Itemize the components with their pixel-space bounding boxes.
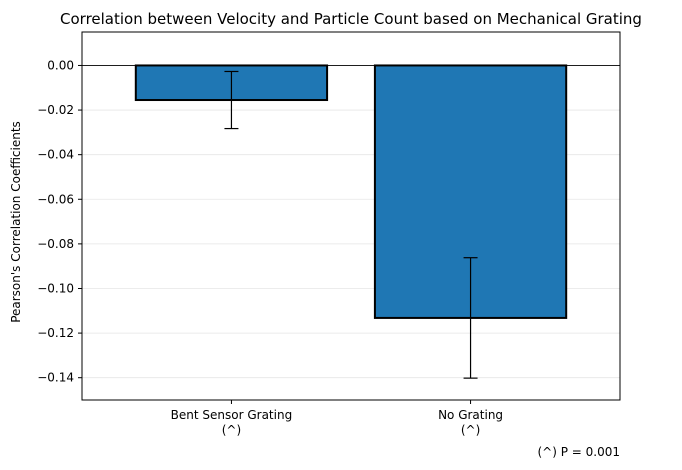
x-tick-label: No Grating (^) [438,408,503,437]
y-tick-label: −0.10 [37,281,74,295]
x-axis-ticks: Bent Sensor Grating (^) No Grating (^) [171,400,503,437]
y-tick-label: 0.00 [47,58,74,72]
plot-frame [81,31,621,401]
y-axis-label: Pearson's Correlation Coefficients [9,121,23,323]
chart-title: Correlation between Velocity and Particl… [60,10,642,28]
y-axis-ticks: 0.00 −0.02 −0.04 −0.06 −0.08 −0.10 −0.12 −0.14 [37,58,82,385]
y-tick-label: −0.12 [37,326,74,340]
y-tick-label: −0.14 [37,371,74,385]
error-bars [224,70,478,379]
x-tick-label: Bent Sensor Grating (^) [171,408,293,437]
bars [134,64,568,319]
y-tick-label: −0.02 [37,103,74,117]
grid-lines [82,65,620,379]
y-tick-label: −0.04 [37,148,74,162]
y-tick-label: −0.06 [37,192,74,206]
significance-note: (^) P = 0.001 [537,445,620,459]
y-tick-label: −0.08 [37,237,74,251]
